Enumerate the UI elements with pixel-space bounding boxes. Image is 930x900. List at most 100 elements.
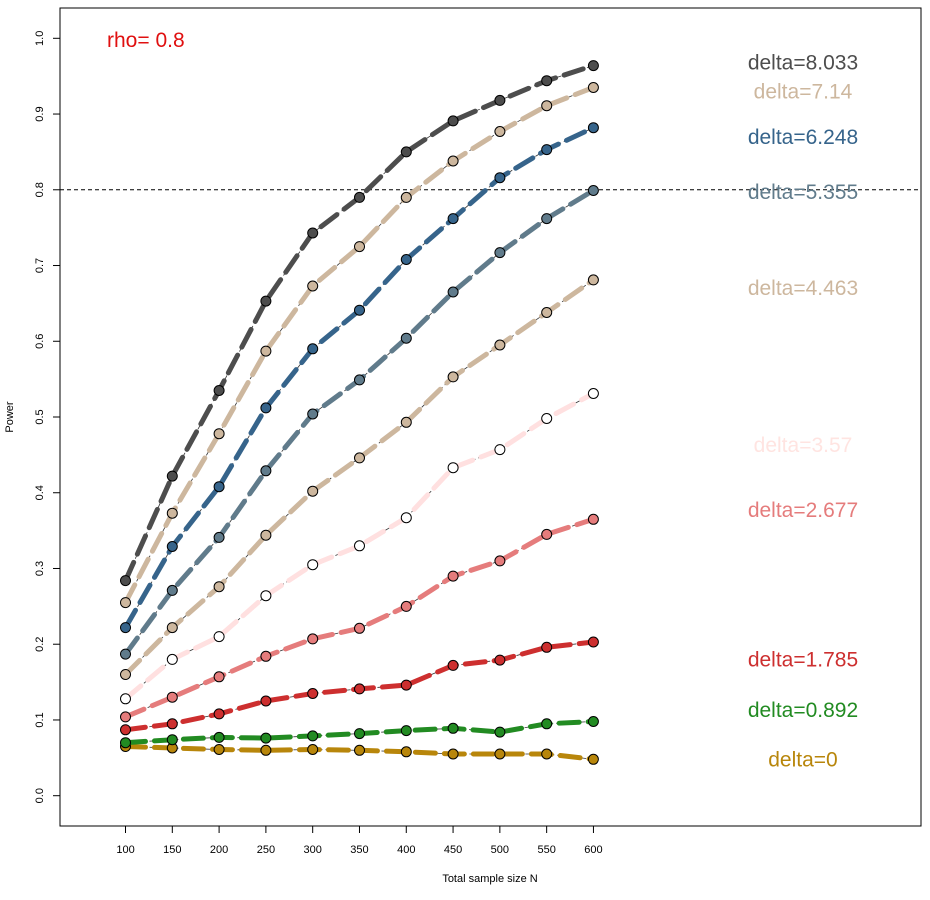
- data-point: [400, 679, 412, 691]
- data-point: [400, 416, 412, 428]
- data-point: [447, 570, 459, 582]
- x-tick-label: 550: [537, 844, 555, 856]
- data-point: [494, 654, 506, 666]
- data-point: [260, 695, 272, 707]
- data-point: [120, 597, 131, 609]
- data-point: [541, 641, 553, 653]
- data-point: [587, 82, 599, 93]
- data-point: [166, 584, 178, 596]
- data-point: [354, 728, 365, 740]
- axis-layer: 100 150 200 250 300 350 400 450 500 550 600 0.0 0.1 0…: [34, 31, 603, 856]
- data-point: [541, 413, 553, 424]
- data-point: [400, 600, 412, 612]
- data-point: [400, 332, 412, 344]
- data-point: [400, 146, 412, 158]
- data-point: [541, 748, 553, 760]
- data-point: [213, 428, 225, 440]
- data-point: [260, 732, 272, 744]
- data-point: [307, 280, 319, 292]
- data-point: [260, 650, 272, 662]
- data-point: [307, 227, 319, 239]
- x-tick-label: 100: [116, 844, 134, 856]
- series-line: [123, 188, 596, 657]
- series-delta=7.14: delta=7.14: [120, 80, 853, 609]
- x-tick-label: 350: [350, 844, 368, 856]
- data-point: [447, 722, 459, 734]
- data-point: [307, 343, 319, 355]
- series-delta=6.248: delta=6.248: [120, 122, 858, 634]
- data-point: [307, 730, 319, 742]
- series-delta=5.355: delta=5.355: [120, 181, 858, 660]
- x-tick-label: 200: [210, 844, 228, 856]
- data-point: [447, 155, 459, 167]
- x-tick-label: 150: [163, 844, 181, 856]
- data-point: [166, 470, 178, 482]
- data-point: [354, 744, 365, 756]
- data-point: [447, 462, 459, 474]
- data-point: [447, 286, 459, 298]
- series-label: delta=7.14: [754, 80, 853, 103]
- data-point: [120, 622, 131, 634]
- data-point: [213, 708, 225, 720]
- series-label: delta=1.785: [748, 648, 858, 671]
- series-delta=0.892: delta=0.892: [120, 699, 858, 749]
- data-point: [587, 60, 599, 72]
- data-point: [213, 731, 225, 743]
- data-point: [400, 725, 412, 737]
- data-point: [307, 485, 319, 497]
- y-tick-label: 0.7: [34, 258, 46, 273]
- series-label: delta=5.355: [748, 181, 858, 204]
- series-thin-line: [125, 190, 594, 655]
- data-point: [120, 711, 131, 723]
- y-tick-label: 0.4: [34, 485, 46, 500]
- series-label: delta=4.463: [748, 277, 858, 300]
- series-line: [123, 85, 596, 606]
- x-tick-label: 400: [397, 844, 415, 856]
- y-tick-label: 0.8: [34, 182, 46, 197]
- series-label: delta=2.677: [748, 499, 858, 522]
- data-point: [400, 746, 412, 758]
- data-point: [213, 385, 225, 396]
- data-point: [541, 213, 553, 225]
- data-point: [120, 669, 131, 680]
- data-point: [494, 726, 506, 738]
- series-label: delta=8.033: [748, 52, 858, 75]
- series-delta=3.57: delta=3.57: [120, 388, 852, 705]
- data-point: [120, 737, 131, 749]
- series-label: delta=0.892: [748, 699, 858, 722]
- series-delta=2.677: delta=2.677: [120, 499, 858, 723]
- data-point: [307, 688, 319, 699]
- data-point: [260, 529, 272, 541]
- series-delta=8.033: delta=8.033: [120, 52, 858, 587]
- data-point: [354, 683, 365, 695]
- data-point: [166, 541, 178, 552]
- data-point: [213, 744, 225, 755]
- data-point: [587, 274, 599, 286]
- data-point: [400, 191, 412, 203]
- data-point: [400, 254, 412, 265]
- data-point: [166, 734, 178, 746]
- data-point: [354, 374, 365, 386]
- data-point: [260, 402, 272, 414]
- y-tick-label: 0.3: [34, 561, 46, 576]
- data-point: [213, 481, 225, 493]
- data-point: [166, 653, 178, 665]
- data-point: [354, 622, 365, 634]
- data-point: [260, 345, 272, 357]
- y-tick-label: 0.6: [34, 334, 46, 349]
- data-point: [307, 744, 319, 755]
- series-layer: delta=0 delta=0.892 delta=1.785 delta=2.677…: [120, 52, 858, 771]
- data-point: [120, 575, 131, 587]
- data-point: [260, 590, 272, 602]
- x-tick-label: 500: [491, 844, 509, 856]
- data-point: [541, 100, 553, 112]
- data-point: [354, 191, 365, 203]
- data-point: [166, 691, 178, 703]
- data-point: [400, 512, 412, 524]
- x-tick-label: 450: [444, 844, 462, 856]
- data-point: [541, 307, 553, 318]
- data-point: [587, 753, 599, 765]
- data-point: [587, 636, 599, 648]
- series-line: [123, 63, 596, 584]
- data-point: [541, 718, 553, 730]
